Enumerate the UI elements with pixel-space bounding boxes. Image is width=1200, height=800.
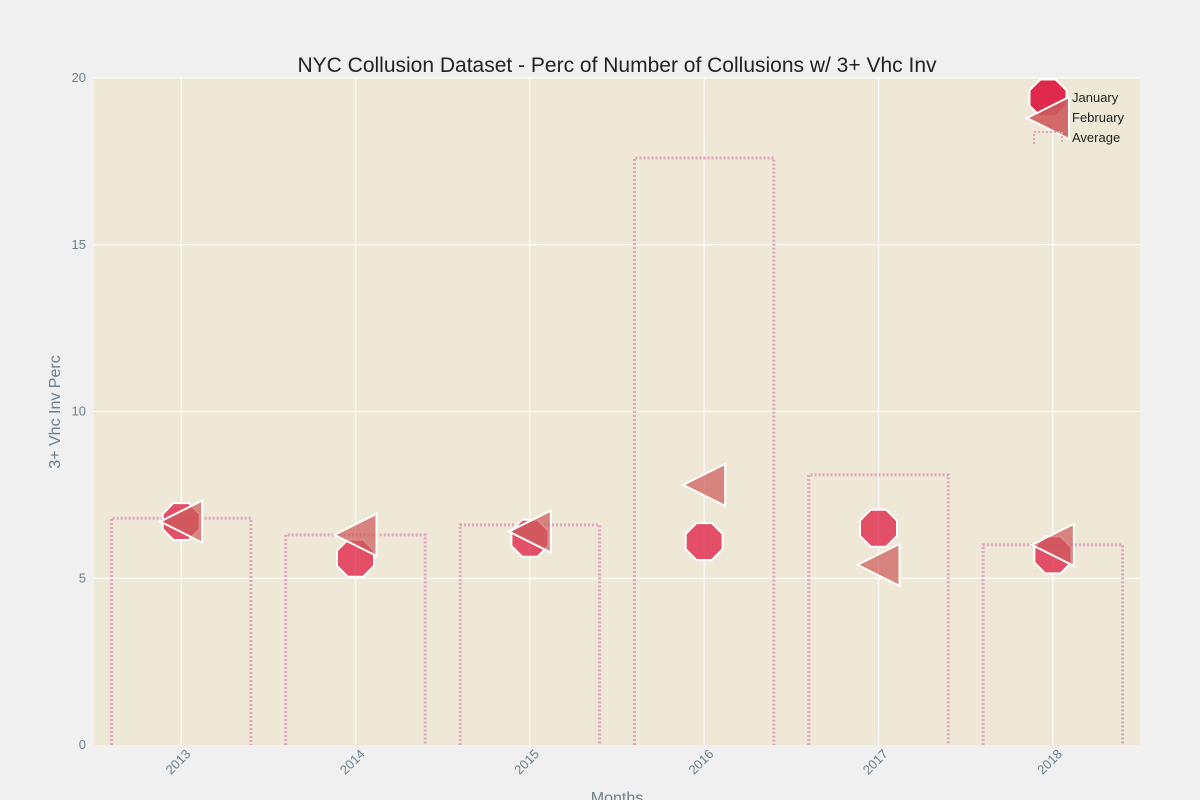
y-tick-label: 5: [79, 570, 86, 585]
legend-label-average: Average: [1072, 130, 1120, 145]
february-point: [680, 462, 727, 508]
legend-label-february: February: [1072, 110, 1125, 125]
legend-label-january: January: [1072, 90, 1119, 105]
plot-area: 0 5 10 15 20 2013 2014 2015 2016 2017 2018: [72, 70, 1140, 777]
x-axis-title: Months: [591, 790, 643, 800]
chart-title: NYC Collusion Dataset - Perc of Number o…: [297, 54, 937, 77]
average-bar: [632, 156, 776, 745]
x-tick-label: 2013: [162, 746, 193, 777]
january-point: [859, 508, 898, 548]
legend-swatch-february: [1024, 95, 1070, 141]
y-tick-label: 10: [72, 404, 86, 419]
y-axis-title: 3+ Vhc Inv Perc: [47, 355, 64, 468]
february-point: [1029, 522, 1075, 568]
y-tick-label: 15: [72, 237, 86, 252]
legend-swatch-average: [1033, 131, 1063, 144]
x-tick-label: 2018: [1034, 746, 1065, 777]
y-tick-label: 0: [79, 737, 86, 752]
february-point: [855, 542, 901, 588]
february-point: [332, 512, 378, 558]
average-bar: [284, 533, 427, 745]
january-point: [684, 522, 724, 561]
y-tick-label: 20: [72, 70, 86, 85]
february-point: [506, 508, 552, 555]
x-tick-label: 2015: [511, 746, 542, 777]
x-tick-label: 2014: [337, 746, 368, 777]
x-tick-label: 2017: [860, 746, 891, 777]
february-point: [157, 498, 204, 545]
legend: January February Average: [1024, 78, 1125, 145]
average-bar: [807, 473, 950, 745]
x-tick-label: 2016: [685, 746, 716, 777]
